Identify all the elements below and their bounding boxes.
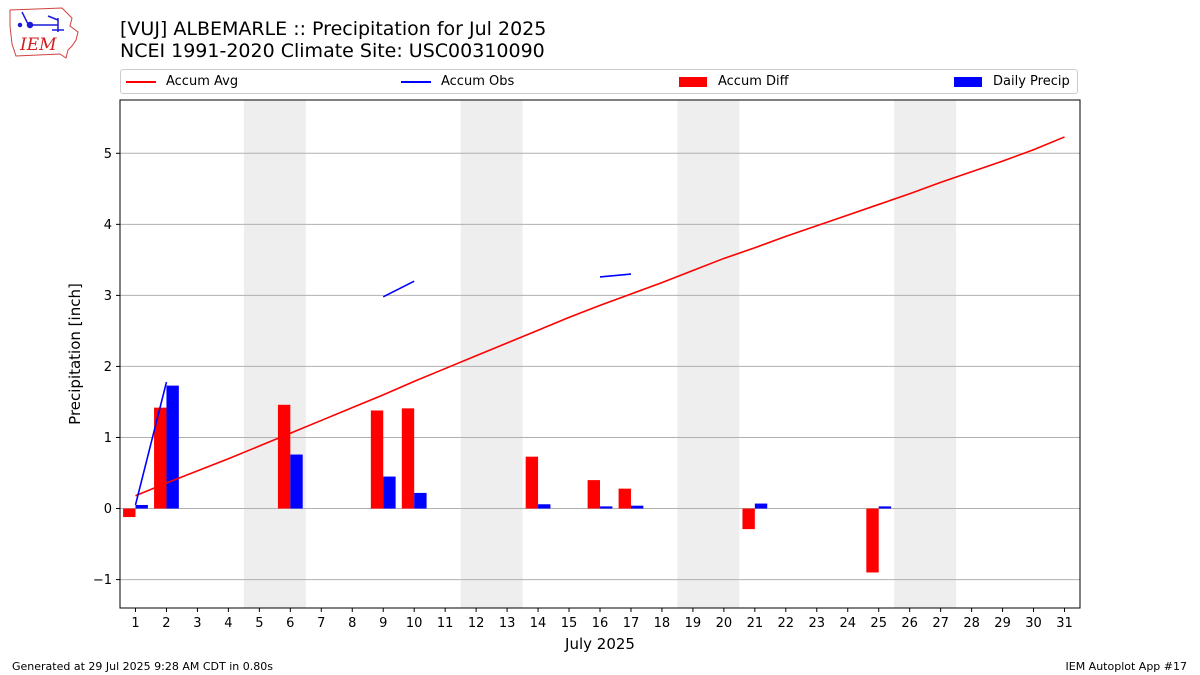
gridlines-group [120,152,1080,581]
legend-label-daily-precip: Daily Precip [993,74,1070,89]
legend-swatch-accum-obs [401,80,431,83]
lines-group [134,136,1065,506]
legend-swatch-daily-precip [954,76,982,87]
weekend-shading-group [243,100,957,608]
weekend-shade-2 [460,100,523,608]
bar-daily-precip [600,506,613,509]
x-tick-label: 15 [561,616,578,631]
bar-daily-precip [166,385,179,509]
bar-daily-precip [538,504,551,509]
bar-accum-diff [525,456,539,509]
legend-item-daily-precip: Daily Precip [954,70,1070,93]
x-tick-label: 5 [255,616,263,631]
x-tick-label: 26 [901,616,918,631]
line-accum-obs-segment [382,280,415,298]
x-tick-label: 28 [963,616,980,631]
bar-accum-diff [154,407,167,509]
x-tick-label: 22 [778,616,795,631]
chart-legend: Accum Avg Accum Obs Accum Diff Daily Pre… [120,69,1078,94]
weather-station-icon [17,11,64,32]
y-tick-label: −1 [93,573,112,588]
legend-label-accum-diff: Accum Diff [718,74,789,89]
y-tick-label: 5 [104,147,112,162]
x-tick-label: 23 [809,616,826,631]
legend-label-accum-avg: Accum Avg [166,74,239,89]
x-tick-label: 9 [379,616,387,631]
y-tick-label: 0 [104,502,112,517]
y-axis-label: Precipitation [inch] [66,283,84,425]
x-tick-label: 12 [468,616,485,631]
x-tick-label: 8 [348,616,356,631]
x-tick-label: 27 [932,616,949,631]
bar-accum-diff [618,488,631,509]
x-tick-label: 18 [654,616,671,631]
weekend-shade-1 [243,100,306,608]
bar-accum-diff [277,404,291,509]
x-tick-label: 6 [286,616,294,631]
bar-accum-diff [370,410,384,509]
weekend-shade-4 [894,100,957,608]
x-tick-label: 4 [224,616,232,631]
y-tick-label: 2 [104,360,112,375]
legend-item-accum-avg: Accum Avg [126,70,238,93]
x-tick-label: 2 [162,616,170,631]
bar-accum-diff [123,508,136,518]
x-tick-label: 31 [1056,616,1073,631]
x-tick-label: 19 [685,616,702,631]
bar-daily-precip [630,505,644,509]
bar-accum-diff [866,508,879,573]
bar-daily-precip [290,454,303,509]
x-tick-label: 1 [131,616,139,631]
y-tick-label: 3 [104,289,112,304]
app-credit: IEM Autoplot App #17 [1065,660,1188,673]
x-tick-label: 7 [317,616,325,631]
logo-text: IEM [19,35,57,55]
y-tick-label: 1 [104,431,112,446]
x-tick-label: 25 [870,616,887,631]
x-tick-label: 13 [499,616,516,631]
weekend-shade-3 [677,100,740,608]
x-tick-label: 20 [716,616,733,631]
legend-swatch-accum-avg [126,80,156,83]
legend-swatch-accum-diff [679,76,707,87]
x-axis-label: July 2025 [564,635,635,653]
x-tick-label: 16 [592,616,609,631]
x-tick-label: 11 [437,616,454,631]
chart-subtitle: NCEI 1991-2020 Climate Site: USC00310090 [120,40,545,62]
line-accum-obs-segment [599,273,632,278]
x-tick-label: 21 [747,616,764,631]
legend-label-accum-obs: Accum Obs [441,74,515,89]
iem-logo: IEM [9,7,79,59]
bar-daily-precip [878,506,892,509]
line-accum-avg [135,136,1065,497]
bar-daily-precip [414,492,427,509]
line-accum-obs-segment [134,381,168,506]
legend-item-accum-obs: Accum Obs [401,70,514,93]
y-tick-label: 4 [104,218,112,233]
chart-title: [VUJ] ALBEMARLE :: Precipitation for Jul… [120,18,547,40]
x-tick-label: 17 [623,616,640,631]
bars-group [123,385,892,573]
x-tick-label: 10 [406,616,423,631]
bar-daily-precip [754,503,768,509]
bar-accum-diff [742,508,755,530]
bar-daily-precip [383,476,396,509]
x-tick-label: 24 [839,616,856,631]
generated-timestamp: Generated at 29 Jul 2025 9:28 AM CDT in … [12,660,273,673]
bar-accum-diff [401,408,415,509]
x-tick-label: 29 [994,616,1011,631]
legend-item-accum-diff: Accum Diff [679,70,789,93]
x-tick-label: 14 [530,616,547,631]
bar-accum-diff [587,480,600,509]
x-tick-label: 3 [193,616,201,631]
x-tick-label: 30 [1025,616,1042,631]
bar-daily-precip [135,504,148,509]
iowa-outline-icon [9,7,79,59]
